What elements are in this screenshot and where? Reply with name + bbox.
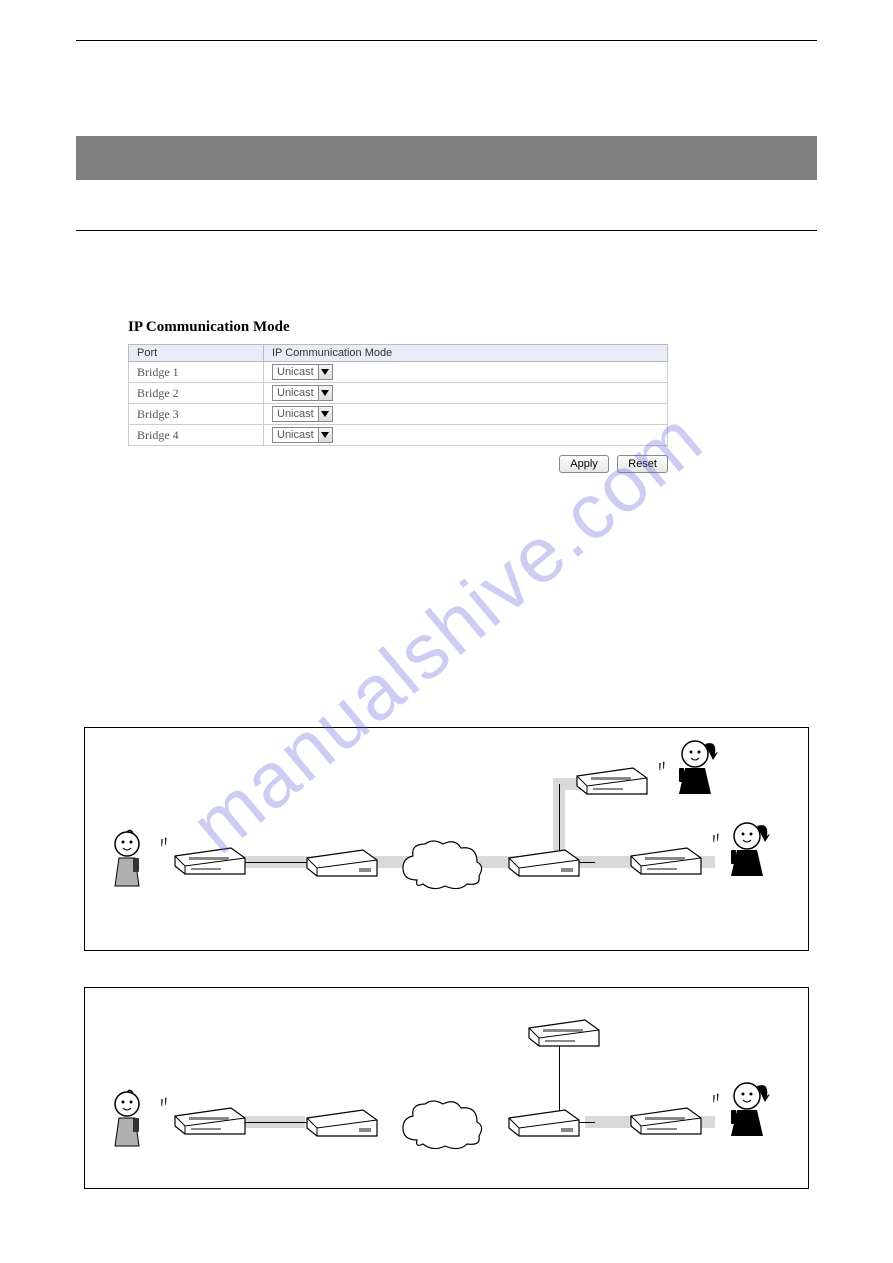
- network-diagram-unicast: 〃 〃: [84, 987, 809, 1189]
- mode-select-value: Unicast: [273, 387, 318, 399]
- mode-select[interactable]: Unicast: [272, 427, 333, 443]
- port-cell: Bridge 2: [129, 383, 264, 404]
- port-cell: Bridge 1: [129, 362, 264, 383]
- person-icon: [105, 1088, 161, 1148]
- chevron-down-icon[interactable]: [318, 407, 332, 421]
- table-row: Bridge 2 Unicast: [129, 383, 668, 404]
- col-header-port: Port: [129, 345, 264, 362]
- top-horizontal-rule: [76, 40, 817, 41]
- mode-select-value: Unicast: [273, 408, 318, 420]
- radio-gateway-icon: [627, 844, 705, 878]
- mode-select-value: Unicast: [273, 429, 318, 441]
- table-row: Bridge 1 Unicast: [129, 362, 668, 383]
- chevron-down-icon[interactable]: [318, 428, 332, 442]
- router-icon: [303, 846, 381, 880]
- radio-gateway-icon: [171, 844, 249, 878]
- mode-select-value: Unicast: [273, 366, 318, 378]
- person-icon: [105, 828, 161, 888]
- chevron-down-icon[interactable]: [318, 365, 332, 379]
- radio-gateway-icon: [525, 1016, 603, 1050]
- router-icon: [505, 846, 583, 880]
- port-cell: Bridge 4: [129, 425, 264, 446]
- apply-button[interactable]: Apply: [559, 455, 609, 473]
- radio-gateway-icon: [171, 1104, 249, 1138]
- router-icon: [505, 1106, 583, 1140]
- col-header-mode: IP Communication Mode: [264, 345, 668, 362]
- radio-gateway-icon: [627, 1104, 705, 1138]
- router-icon: [303, 1106, 381, 1140]
- chevron-down-icon[interactable]: [318, 386, 332, 400]
- person-icon: [721, 1078, 777, 1138]
- network-diagram-multicast: 〃 〃 〃: [84, 727, 809, 951]
- radio-gateway-icon: [573, 764, 651, 798]
- table-row: Bridge 3 Unicast: [129, 404, 668, 425]
- mode-select[interactable]: Unicast: [272, 385, 333, 401]
- table-row: Bridge 4 Unicast: [129, 425, 668, 446]
- reset-button[interactable]: Reset: [617, 455, 668, 473]
- mid-horizontal-rule: [76, 230, 817, 231]
- ip-mode-table: Port IP Communication Mode Bridge 1 Unic…: [128, 344, 668, 446]
- person-icon: [721, 818, 777, 878]
- section-title: IP Communication Mode: [128, 319, 817, 336]
- mode-select[interactable]: Unicast: [272, 364, 333, 380]
- cloud-icon: [397, 836, 487, 894]
- port-cell: Bridge 3: [129, 404, 264, 425]
- gray-header-bar: [76, 136, 817, 180]
- cloud-icon: [397, 1096, 487, 1154]
- mode-select[interactable]: Unicast: [272, 406, 333, 422]
- person-icon: [669, 736, 725, 796]
